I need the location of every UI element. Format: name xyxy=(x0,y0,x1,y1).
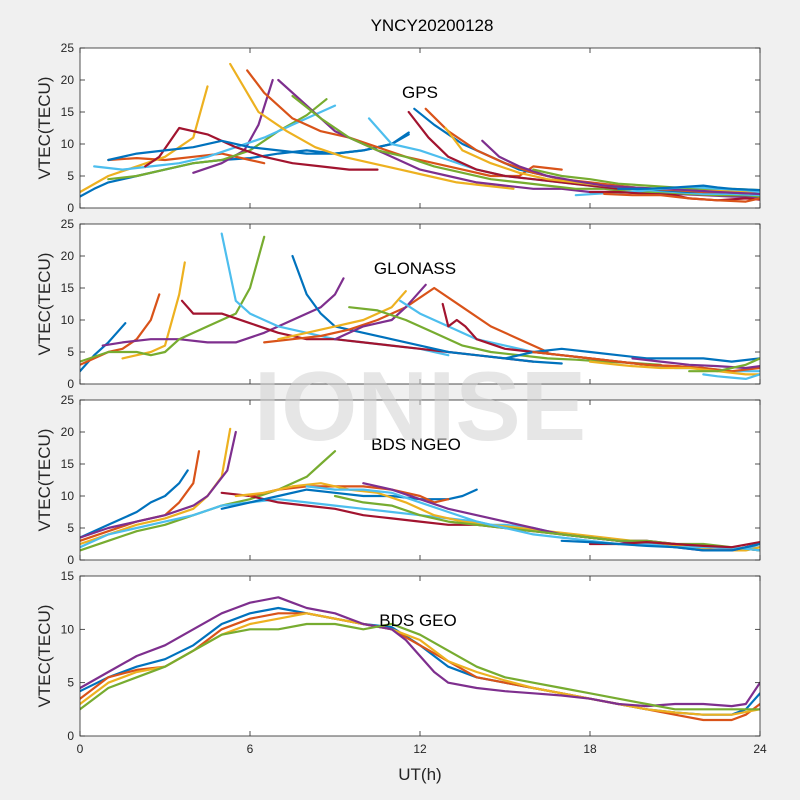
y-tick-label: 0 xyxy=(67,201,74,215)
series-line-10 xyxy=(333,283,427,341)
series-group xyxy=(80,232,760,380)
x-axis-label: UT(h) xyxy=(398,765,441,784)
y-tick-label: 0 xyxy=(67,729,74,743)
panel-1: 0 5 10 15 20 25 VTEC(TECU) GLONASS xyxy=(35,217,761,391)
panel-label: BDS GEO xyxy=(379,611,456,630)
y-tick-label: 15 xyxy=(61,281,75,295)
series-line-14 xyxy=(560,539,760,552)
y-tick-label: 20 xyxy=(61,249,75,263)
y-tick-label: 5 xyxy=(67,345,74,359)
series-line-18 xyxy=(688,357,760,373)
y-axis-label: VTEC(TECU) xyxy=(35,605,54,708)
series-line-17 xyxy=(631,357,760,370)
series-line-2 xyxy=(121,261,186,360)
series-line-5 xyxy=(93,104,337,171)
y-tick-label: 25 xyxy=(61,393,75,407)
y-tick-label: 20 xyxy=(61,425,75,439)
series-group xyxy=(80,427,760,552)
series-line-7 xyxy=(107,133,410,162)
series-line-1 xyxy=(80,293,161,366)
y-tick-label: 20 xyxy=(61,73,75,87)
y-tick-label: 15 xyxy=(61,569,75,583)
series-line-6 xyxy=(144,126,379,171)
panel-label: GPS xyxy=(402,83,438,102)
x-tick-label: 18 xyxy=(583,742,597,756)
series-line-4 xyxy=(80,235,266,363)
y-axis-label: VTEC(TECU) xyxy=(35,429,54,532)
x-tick-label: 6 xyxy=(247,742,254,756)
series-line-11 xyxy=(348,306,662,366)
y-tick-label: 0 xyxy=(67,553,74,567)
x-tick-label: 0 xyxy=(77,742,84,756)
y-tick-label: 10 xyxy=(61,622,75,636)
y-tick-label: 25 xyxy=(61,41,75,55)
series-line-9 xyxy=(277,290,407,341)
panels: 0 5 10 15 20 25 VTEC(TECU) GPS 0 5 10 15 20 25 VTEC(TE… xyxy=(35,41,767,756)
series-line-22 xyxy=(603,192,760,203)
panel-0: 0 5 10 15 20 25 VTEC(TECU) GPS xyxy=(35,41,761,215)
y-tick-label: 5 xyxy=(67,521,74,535)
y-tick-label: 10 xyxy=(61,137,75,151)
series-line-3 xyxy=(101,277,345,347)
series-line-21 xyxy=(617,184,760,192)
panel-label: GLONASS xyxy=(374,259,456,278)
series-line-3 xyxy=(80,430,237,539)
series-line-17 xyxy=(481,139,760,195)
y-tick-label: 10 xyxy=(61,489,75,503)
x-tick-label: 12 xyxy=(413,742,427,756)
y-tick-label: 15 xyxy=(61,105,75,119)
series-line-9 xyxy=(229,62,515,190)
y-tick-label: 10 xyxy=(61,313,75,327)
y-axis-label: VTEC(TECU) xyxy=(35,253,54,356)
series-group xyxy=(80,62,760,203)
series-line-4 xyxy=(80,622,760,711)
figure-title: YNCY20200128 xyxy=(371,16,494,35)
series-line-0 xyxy=(80,469,189,539)
series-line-19 xyxy=(702,373,760,380)
y-tick-label: 0 xyxy=(67,377,74,391)
watermark: IONISE xyxy=(254,351,586,461)
y-axis-label: VTEC(TECU) xyxy=(35,77,54,180)
series-line-7 xyxy=(291,254,563,365)
series-line-16 xyxy=(588,360,760,376)
x-tick-label: 24 xyxy=(753,742,767,756)
panel-3: 0 5 10 15 0 6 12 18 24 VTEC(TECU) BDS GEO xyxy=(35,569,767,756)
panel-label: BDS NGEO xyxy=(371,435,461,454)
panel-2: 0 5 10 15 20 25 VTEC(TECU) BDS NGEO xyxy=(35,393,761,567)
series-line-1 xyxy=(107,152,266,165)
y-tick-label: 5 xyxy=(67,676,74,690)
series-line-14 xyxy=(503,347,760,363)
series-group xyxy=(80,596,760,722)
y-tick-label: 15 xyxy=(61,457,75,471)
y-tick-label: 25 xyxy=(61,217,75,231)
series-line-7 xyxy=(220,488,478,510)
y-tick-label: 5 xyxy=(67,169,74,183)
